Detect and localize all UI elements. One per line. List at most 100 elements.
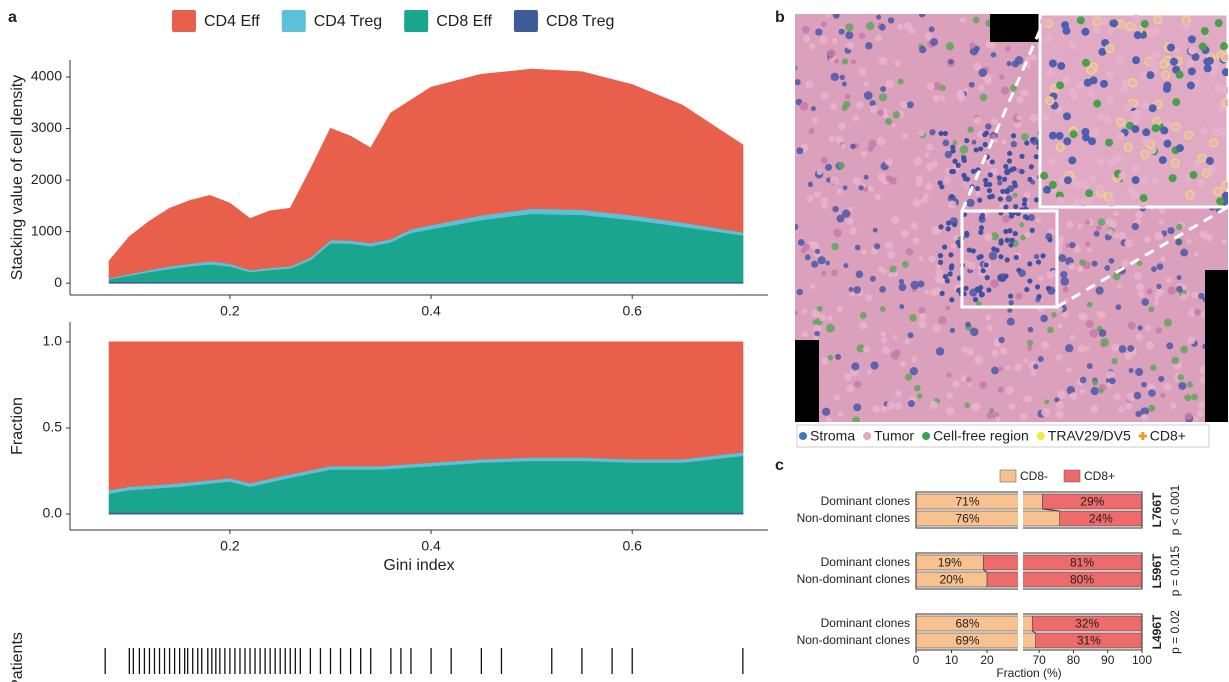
tissue-spot [893,349,901,357]
tissue-spot [1055,400,1065,410]
tissue-spot [1137,290,1145,298]
tissue-spot [877,109,885,117]
inset-spot [1110,19,1119,28]
inset-spot [1100,17,1109,26]
tissue-spot [808,240,817,249]
tissue-spot [998,254,1004,260]
tissue-spot [1023,191,1031,199]
inset-spot [1133,109,1142,118]
tissue-spot [1180,248,1189,257]
tissue-spot [998,238,1004,244]
tissue-spot [979,381,988,389]
tissue-spot [880,86,886,92]
inset-spot [1044,33,1053,42]
tissue-spot [942,244,948,250]
tissue-spot [1150,364,1157,371]
tissue-spot [1008,242,1014,248]
tissue-spot [1019,153,1025,159]
tissue-spot [813,335,819,341]
tissue-spot [1176,223,1183,231]
tissue-spot [989,408,995,414]
inset-spot [1148,59,1157,68]
inset-spot [1098,47,1107,56]
inset-spot [1214,19,1223,28]
tissue-spot [876,136,886,146]
inset-spot [1142,128,1151,137]
tissue-spot [919,312,927,320]
tissue-spot [891,216,900,225]
tissue-spot [963,285,969,291]
tissue-spot [863,174,869,180]
tissue-spot [795,65,799,71]
tissue-spot [1016,114,1023,121]
tissue-spot [1027,213,1035,222]
tissue-spot [1013,204,1019,210]
tissue-spot [959,17,966,24]
x-tick-label: 0.2 [220,538,240,554]
inset-spot [1221,68,1228,77]
tissue-spot [849,226,857,235]
inset-spot [1191,52,1200,61]
tissue-spot [989,41,997,50]
tissue-spot [948,59,954,65]
tissue-spot [997,386,1004,393]
tissue-spot [835,135,844,144]
tissue-spot [972,16,980,24]
inset-spot [1175,70,1184,79]
inset-spot [1048,59,1057,68]
inset-spot [1056,81,1065,90]
tissue-spot [1199,230,1208,239]
legend-marker [922,432,931,440]
tissue-spot [1010,84,1017,92]
tissue-spot [841,81,847,87]
tissue-spot [1193,416,1199,422]
tissue-spot [1118,345,1127,353]
tissue-spot [1133,391,1142,400]
tissue-spot [967,261,976,271]
y-tick-label: 4000 [31,68,62,84]
tissue-spot [846,384,854,393]
inset-spot [1081,27,1090,36]
inset-spot [1158,156,1167,165]
tissue-spot [1020,88,1029,98]
inset-spot [1141,101,1150,110]
tissue-spot [825,416,832,422]
y-axis-label: Stacking value of cell density [9,75,26,280]
tissue-spot [1027,339,1034,346]
tissue-spot [1092,379,1099,386]
tissue-spot [1077,312,1086,320]
tissue-spot [986,412,993,419]
tissue-spot [1077,344,1086,353]
tissue-spot [1006,317,1015,326]
tissue-spot [806,194,814,203]
tissue-spot [816,305,823,312]
tissue-spot [1069,334,1076,341]
tissue-spot [1022,214,1029,220]
tissue-spot [878,93,888,102]
inset-spot [1221,98,1228,108]
inset-spot [1096,184,1105,193]
tissue-spot [1000,188,1006,195]
tissue-spot [935,264,941,270]
tissue-spot [1027,176,1033,182]
tissue-spot [1009,167,1015,173]
tissue-spot [898,278,905,285]
tissue-spot [1013,254,1019,261]
inset-spot [1139,71,1148,80]
tissue-spot [1068,262,1076,271]
tissue-spot [1155,327,1163,334]
group-name: L766T [1150,492,1164,527]
inset-spot [1131,164,1140,173]
tissue-spot [994,416,1001,422]
inset-spot [1089,76,1098,85]
tissue-spot [888,176,897,185]
tissue-spot [861,323,867,329]
tissue-spot [1141,381,1147,388]
inset-spot [1121,78,1130,87]
tissue-spot [897,78,904,85]
tissue-spot [1131,222,1139,231]
tissue-spot [802,243,811,251]
tissue-spot [1006,61,1012,67]
tissue-spot [1066,367,1072,373]
tissue-spot [1198,292,1205,300]
